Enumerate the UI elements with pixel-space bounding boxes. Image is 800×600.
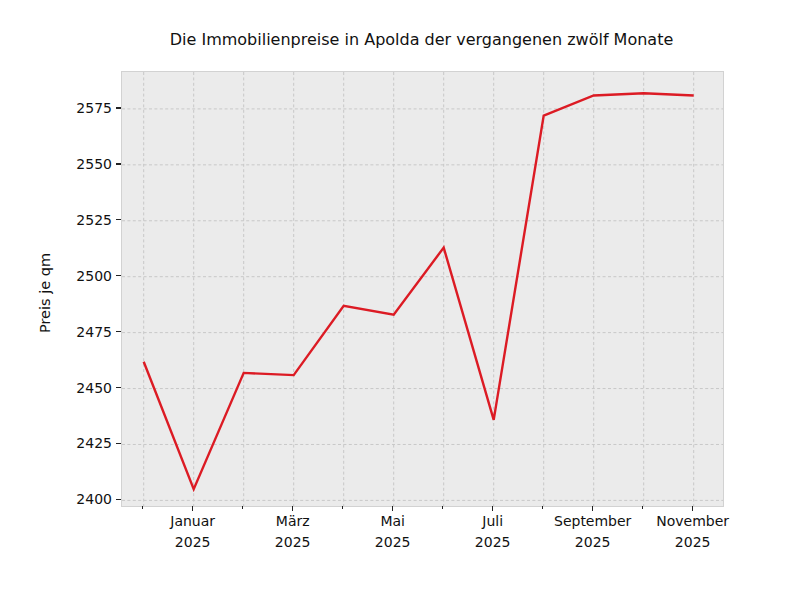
chart-title: Die Immobilienpreise in Apolda der verga… <box>121 30 722 49</box>
y-tick-label: 2550 <box>56 156 112 172</box>
x-axis-tick-mark <box>592 506 593 511</box>
x-tick-month: September <box>554 511 631 532</box>
x-axis-tick-mark <box>692 506 693 511</box>
x-tick-year: 2025 <box>275 532 311 553</box>
x-tick-month: März <box>275 511 311 532</box>
x-axis-tick-mark <box>292 506 293 511</box>
y-axis-tick-mark <box>116 331 121 332</box>
x-tick-year: 2025 <box>170 532 215 553</box>
y-tick-label: 2475 <box>56 324 112 340</box>
y-axis-tick-mark <box>116 443 121 444</box>
x-tick-year: 2025 <box>375 532 411 553</box>
x-tick-month: November <box>656 511 729 532</box>
x-tick-year: 2025 <box>554 532 631 553</box>
x-tick-year: 2025 <box>475 532 511 553</box>
y-axis-label: Preis je qm <box>37 253 53 333</box>
x-axis-tick-mark <box>192 506 193 511</box>
x-tick-label: März2025 <box>275 511 311 553</box>
line-chart-svg <box>122 72 723 506</box>
x-tick-month: Juli <box>475 511 511 532</box>
y-tick-label: 2400 <box>56 491 112 507</box>
x-tick-label: Mai2025 <box>375 511 411 553</box>
price-line-series <box>144 93 694 489</box>
x-tick-label: September2025 <box>554 511 631 553</box>
x-axis-tick-mark <box>392 506 393 511</box>
y-axis-tick-mark <box>116 499 121 500</box>
y-axis-tick-mark <box>116 275 121 276</box>
x-tick-month: Mai <box>375 511 411 532</box>
x-tick-month: Januar <box>170 511 215 532</box>
x-tick-label: November2025 <box>656 511 729 553</box>
x-axis-tick-mark <box>142 506 143 509</box>
y-axis-tick-mark <box>116 107 121 108</box>
y-tick-label: 2425 <box>56 435 112 451</box>
x-tick-label: Januar2025 <box>170 511 215 553</box>
x-tick-label: Juli2025 <box>475 511 511 553</box>
plot-area <box>121 71 724 507</box>
y-tick-label: 2525 <box>56 212 112 228</box>
x-axis-tick-mark <box>492 506 493 511</box>
y-tick-label: 2450 <box>56 380 112 396</box>
y-axis-tick-mark <box>116 387 121 388</box>
x-axis-tick-mark <box>242 506 243 509</box>
x-axis-tick-mark <box>342 506 343 509</box>
y-tick-label: 2575 <box>56 100 112 116</box>
y-axis-tick-mark <box>116 163 121 164</box>
x-axis-tick-mark <box>542 506 543 509</box>
x-tick-year: 2025 <box>656 532 729 553</box>
x-axis-tick-mark <box>442 506 443 509</box>
y-axis-tick-mark <box>116 219 121 220</box>
immobilienpreise-chart-figure: Die Immobilienpreise in Apolda der verga… <box>0 0 800 600</box>
y-tick-label: 2500 <box>56 268 112 284</box>
x-axis-tick-mark <box>642 506 643 509</box>
